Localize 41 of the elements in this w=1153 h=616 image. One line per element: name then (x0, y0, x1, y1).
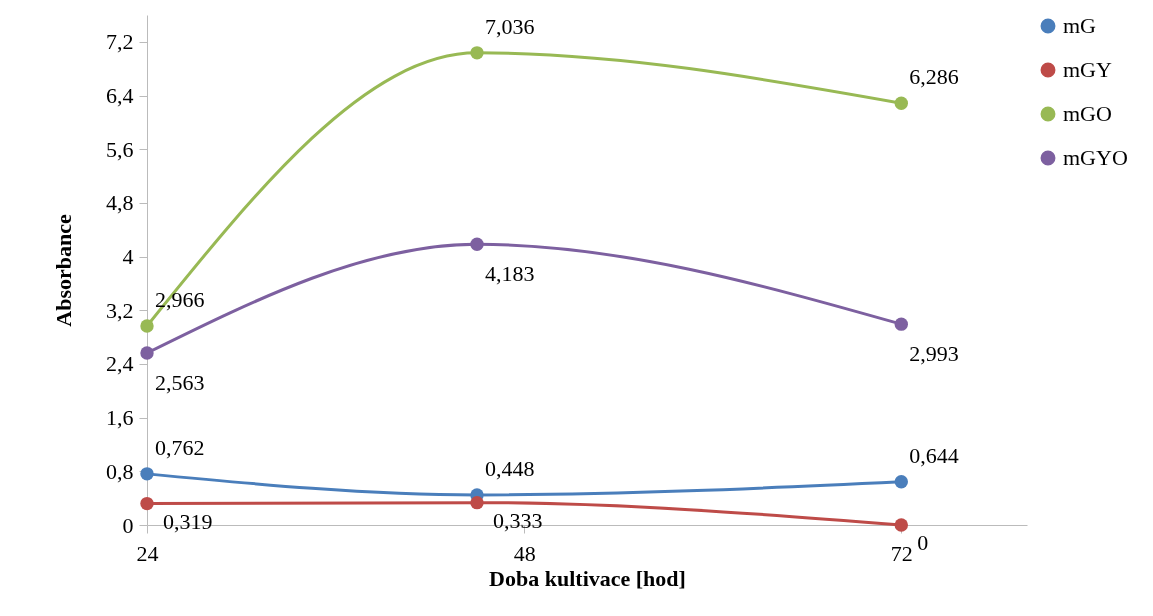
y-tick-label: 1,6 (106, 405, 134, 431)
y-tick-label: 0 (122, 512, 134, 538)
y-tick-label: 7,2 (106, 29, 134, 55)
point (140, 346, 154, 360)
legend-label: mGYO (1063, 145, 1128, 170)
data-label: 0,448 (485, 455, 535, 481)
y-tick-label: 4,8 (106, 190, 134, 216)
point (140, 467, 154, 481)
data-label: 0,319 (163, 508, 213, 534)
data-label: 6,286 (909, 64, 959, 90)
data-label: 0,762 (155, 434, 205, 460)
x-axis-title: Doba kultivace [hod] (489, 565, 686, 591)
data-label: 0,333 (493, 507, 543, 533)
data-label: 2,993 (909, 341, 959, 367)
y-tick-label: 3,2 (106, 297, 134, 323)
point (894, 518, 908, 532)
data-label: 2,563 (155, 370, 205, 396)
y-tick-label: 5,6 (106, 136, 134, 162)
point (140, 496, 154, 511)
legend-label: mG (1063, 13, 1097, 38)
data-label: 0 (917, 530, 929, 555)
y-tick-label: 6,4 (106, 83, 134, 109)
y-axis-title: Absorbance (51, 214, 76, 327)
point (470, 495, 484, 510)
y-tick-label: 4 (122, 244, 134, 270)
point (894, 317, 908, 331)
x-tick-label: 24 (136, 540, 159, 566)
data-label: 0,644 (909, 442, 959, 468)
y-tick-label: 2,4 (106, 351, 134, 377)
data-label: 4,183 (485, 261, 535, 287)
x-tick-label: 48 (513, 540, 536, 566)
legend-label: mGY (1063, 57, 1112, 82)
point (894, 475, 908, 489)
x-tick-label: 72 (890, 540, 913, 566)
point (470, 237, 484, 251)
point (140, 319, 154, 333)
y-tick-label: 0,8 (106, 458, 134, 484)
point (894, 96, 908, 110)
point (470, 46, 484, 60)
data-label: 7,036 (485, 13, 535, 39)
legend-label: mGO (1063, 101, 1112, 126)
